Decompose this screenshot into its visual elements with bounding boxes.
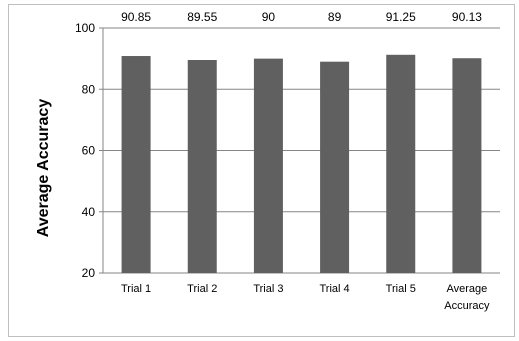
bar-4: [320, 61, 350, 273]
data-labels: 90.85 89.55 90 89 91.25 90.13: [121, 10, 482, 24]
x-axis-categories: Trial 1 Trial 2 Trial 3 Trial 4 Trial 5 Avera…: [121, 283, 490, 312]
category-label: Trial 2: [187, 283, 217, 295]
category-label: Trial 4: [320, 283, 350, 295]
category-label: Trial 1: [121, 283, 151, 295]
data-label: 90: [262, 10, 276, 24]
gridlines: [102, 27, 500, 274]
bar-5: [386, 54, 416, 273]
data-label: 90.85: [121, 10, 151, 24]
data-label: 89.55: [187, 10, 217, 24]
bar-1: [121, 56, 151, 273]
bar-3: [253, 58, 283, 273]
y-tick-label: 40: [82, 205, 96, 219]
category-label: Trial 5: [386, 283, 416, 295]
y-tick-label: 60: [82, 144, 96, 158]
y-axis-ticks: 20 40 60 80 100: [75, 21, 103, 280]
category-label: Average Accuracy: [444, 283, 490, 312]
y-tick-label: 80: [82, 82, 96, 96]
y-tick-label: 100: [75, 21, 95, 35]
data-label: 90.13: [452, 10, 482, 24]
category-label: Trial 3: [253, 283, 283, 295]
data-label: 91.25: [386, 10, 416, 24]
y-tick-label: 20: [82, 266, 96, 280]
bars: [121, 54, 482, 274]
bar-6: [452, 58, 482, 274]
y-axis-label: Average Accuracy: [35, 99, 52, 238]
bar-2: [187, 60, 217, 273]
data-label: 89: [328, 10, 342, 24]
